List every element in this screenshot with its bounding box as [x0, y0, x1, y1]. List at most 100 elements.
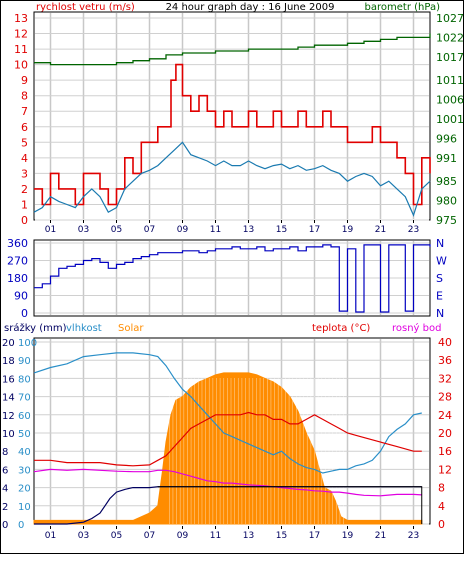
pressure-tick-label: 980 [436, 195, 457, 208]
temperature-tick-label: 16 [438, 445, 452, 458]
rain-tick-label: 18 [2, 356, 15, 367]
temperature-tick-label: 32 [438, 372, 452, 385]
temperature-tick-label: 12 [438, 463, 452, 476]
humidity-temperature-panel: 0002101004202006303008404001050500126060… [2, 336, 452, 541]
x-tick-label: 13 [243, 225, 254, 235]
x-tick-label: 03 [78, 225, 89, 235]
x-tick-label: 17 [309, 531, 320, 541]
compass-tick-label: S [436, 272, 443, 285]
pressure-tick-label: 1022 [436, 31, 464, 44]
rain-total-outline [157, 486, 423, 524]
pressure-tick-label: 1006 [436, 94, 464, 107]
x-tick-label: 07 [144, 225, 155, 235]
pressure-tick-label: 985 [436, 175, 457, 188]
temperature-tick-label: 24 [438, 409, 452, 422]
rain-tick-label: 6 [2, 465, 8, 476]
temperature-tick-label: 40 [438, 336, 452, 349]
wind-gust-line [34, 63, 431, 206]
compass-tick-label: E [436, 290, 443, 303]
x-tick-label: 17 [309, 225, 320, 235]
x-tick-label: 19 [342, 225, 354, 235]
x-tick-label: 15 [276, 531, 287, 541]
x-tick-label: 15 [276, 225, 287, 235]
temperature-legend-label: teplota (°C) [312, 323, 370, 334]
rain-tick-label: 14 [2, 393, 15, 404]
wind-tick-label: 10 [14, 59, 28, 72]
x-tick-label: 03 [78, 531, 89, 541]
humidity-tick-label: 10 [18, 502, 31, 513]
humidity-tick-label: 60 [18, 411, 31, 422]
chart-title: 24 hour graph day : 16 June 2009 [166, 2, 335, 13]
compass-tick-label: N [436, 237, 444, 250]
temperature-tick-label: 8 [438, 482, 445, 495]
direction-tick-label: 270 [7, 255, 28, 268]
wind-tick-label: 13 [14, 12, 28, 25]
wind-tick-label: 0 [21, 214, 28, 227]
rain-tick-label: 4 [2, 484, 8, 495]
x-tick-label: 13 [243, 531, 254, 541]
x-tick-label: 05 [111, 225, 122, 235]
x-tick-label: 23 [408, 531, 419, 541]
pressure-tick-label: 996 [436, 132, 457, 145]
rain-tick-label: 20 [2, 338, 15, 349]
x-tick-label: 11 [210, 531, 221, 541]
wind-tick-label: 2 [21, 183, 28, 196]
humidity-tick-label: 0 [18, 520, 24, 531]
rain-tick-label: 2 [2, 502, 8, 513]
wind-tick-label: 12 [14, 28, 28, 41]
rain-tick-label: 0 [2, 520, 8, 531]
rain-tick-label: 10 [2, 429, 15, 440]
compass-tick-label: W [436, 255, 447, 268]
direction-tick-label: 90 [14, 290, 28, 303]
pressure-line [34, 33, 431, 66]
wind-direction-line [34, 244, 431, 313]
direction-tick-label: 0 [21, 307, 28, 320]
wind-tick-label: 9 [21, 74, 28, 87]
pressure-tick-label: 1011 [436, 74, 464, 87]
direction-tick-label: 180 [7, 272, 28, 285]
temperature-tick-label: 28 [438, 391, 452, 404]
x-tick-label: 21 [375, 225, 386, 235]
pressure-tick-label: 1027 [436, 12, 464, 25]
temperature-tick-label: 0 [438, 518, 445, 531]
humidity-tick-label: 70 [18, 393, 31, 404]
humidity-line [33, 352, 422, 474]
wind-axis-title: rychlost vetru (m/s) [36, 2, 135, 13]
direction-tick-label: 360 [7, 237, 28, 250]
wind-tick-label: 3 [21, 167, 28, 180]
x-tick-label: 11 [210, 225, 221, 235]
humidity-legend-label: vlhkost [66, 323, 102, 334]
rain-tick-label: 16 [2, 374, 15, 385]
rain-tick-label: 12 [2, 411, 15, 422]
x-tick-label: 01 [45, 531, 56, 541]
x-tick-label: 09 [177, 531, 189, 541]
wind-tick-label: 7 [21, 105, 28, 118]
x-tick-label: 23 [408, 225, 419, 235]
wind-tick-label: 8 [21, 90, 28, 103]
compass-tick-label: N [436, 307, 444, 320]
rain-tick-label: 8 [2, 447, 8, 458]
temperature-tick-label: 4 [438, 500, 445, 513]
humidity-tick-label: 20 [18, 484, 31, 495]
wind-pressure-panel: 0123456789101112139759809859919961001100… [14, 11, 464, 235]
humidity-tick-label: 90 [18, 356, 31, 367]
temperature-line [34, 411, 422, 467]
dewpoint-line [33, 468, 422, 497]
wind-average-line [33, 141, 431, 218]
wind-tick-label: 1 [21, 198, 28, 211]
humidity-tick-label: 30 [18, 465, 31, 476]
pressure-tick-label: 975 [436, 214, 457, 227]
temperature-tick-label: 20 [438, 427, 452, 440]
pressure-tick-label: 1017 [436, 51, 464, 64]
wind-tick-label: 5 [21, 136, 28, 149]
wind-tick-label: 11 [14, 43, 28, 56]
temperature-tick-label: 36 [438, 354, 452, 367]
rain-legend-label: srážky (mm) [4, 322, 67, 334]
humidity-tick-label: 50 [18, 429, 31, 440]
x-tick-label: 07 [144, 531, 155, 541]
x-tick-label: 09 [177, 225, 189, 235]
pressure-tick-label: 991 [436, 152, 457, 165]
